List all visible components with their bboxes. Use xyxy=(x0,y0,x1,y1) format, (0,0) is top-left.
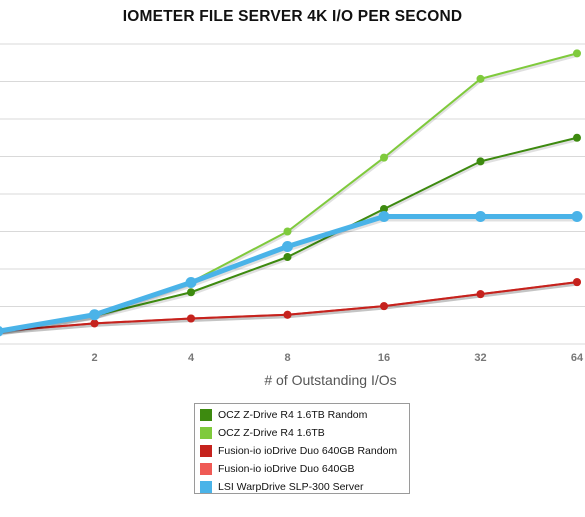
grid-lines xyxy=(0,43,585,345)
data-point[interactable] xyxy=(282,241,293,252)
legend-item[interactable]: LSI WarpDrive SLP-300 Server xyxy=(200,478,409,496)
x-tick-label: 16 xyxy=(378,352,390,364)
x-tick-label: 32 xyxy=(474,352,486,364)
legend-label: OCZ Z-Drive R4 1.6TB Random xyxy=(218,409,368,421)
data-point[interactable] xyxy=(0,326,4,337)
x-tick-label: 4 xyxy=(188,352,195,364)
series-1 xyxy=(0,133,581,335)
x-tick-label: 2 xyxy=(91,352,97,364)
legend-item[interactable]: OCZ Z-Drive R4 1.6TB xyxy=(200,424,409,442)
data-point[interactable] xyxy=(283,227,292,236)
series-shadow xyxy=(0,138,578,335)
legend: OCZ Z-Drive R4 1.6TB Random OCZ Z-Drive R… xyxy=(194,403,410,494)
legend-label: LSI WarpDrive SLP-300 Server xyxy=(218,481,364,493)
x-axis-ticks: 2 4 8 16 32 64 xyxy=(91,352,584,364)
data-point[interactable] xyxy=(476,290,485,299)
data-point[interactable] xyxy=(573,278,581,287)
series-line xyxy=(0,52,578,332)
legend-swatch xyxy=(200,409,212,421)
legend-item[interactable]: OCZ Z-Drive R4 1.6TB Random xyxy=(200,406,409,424)
legend-label: Fusion-io ioDrive Duo 640GB Random xyxy=(218,445,398,457)
data-point[interactable] xyxy=(476,74,485,83)
chart-title: IOMETER FILE SERVER 4K I/O PER SECOND xyxy=(122,8,463,25)
legend-swatch xyxy=(200,445,212,457)
data-point[interactable] xyxy=(90,319,99,328)
x-tick-label: 8 xyxy=(284,352,290,364)
data-point[interactable] xyxy=(475,211,486,222)
data-point[interactable] xyxy=(378,211,390,222)
data-point[interactable] xyxy=(380,302,388,311)
data-point[interactable] xyxy=(476,157,485,166)
series-3 xyxy=(0,278,581,335)
data-point[interactable] xyxy=(573,49,581,58)
data-point[interactable] xyxy=(89,309,100,321)
data-point[interactable] xyxy=(283,310,292,319)
legend-swatch xyxy=(200,463,212,475)
data-point[interactable] xyxy=(187,288,195,297)
x-tick-label: 64 xyxy=(571,352,584,364)
legend-item[interactable]: Fusion-io ioDrive Duo 640GB xyxy=(200,460,409,478)
series-5 xyxy=(0,211,583,337)
legend-label: OCZ Z-Drive R4 1.6TB xyxy=(218,427,325,439)
series-shadow xyxy=(0,282,578,335)
data-point[interactable] xyxy=(283,253,292,261)
data-point[interactable] xyxy=(187,314,195,323)
data-point[interactable] xyxy=(571,211,583,222)
x-axis-label: # of Outstanding I/Os xyxy=(264,372,397,388)
data-point[interactable] xyxy=(573,133,581,142)
data-point[interactable] xyxy=(185,277,197,288)
data-point[interactable] xyxy=(380,205,388,213)
legend-item[interactable]: Fusion-io ioDrive Duo 640GB Random xyxy=(200,442,409,460)
legend-label: Fusion-io ioDrive Duo 640GB xyxy=(218,463,355,475)
series-lines xyxy=(0,49,583,337)
legend-swatch xyxy=(200,481,212,493)
data-point[interactable] xyxy=(380,153,388,162)
legend-swatch xyxy=(200,427,212,439)
